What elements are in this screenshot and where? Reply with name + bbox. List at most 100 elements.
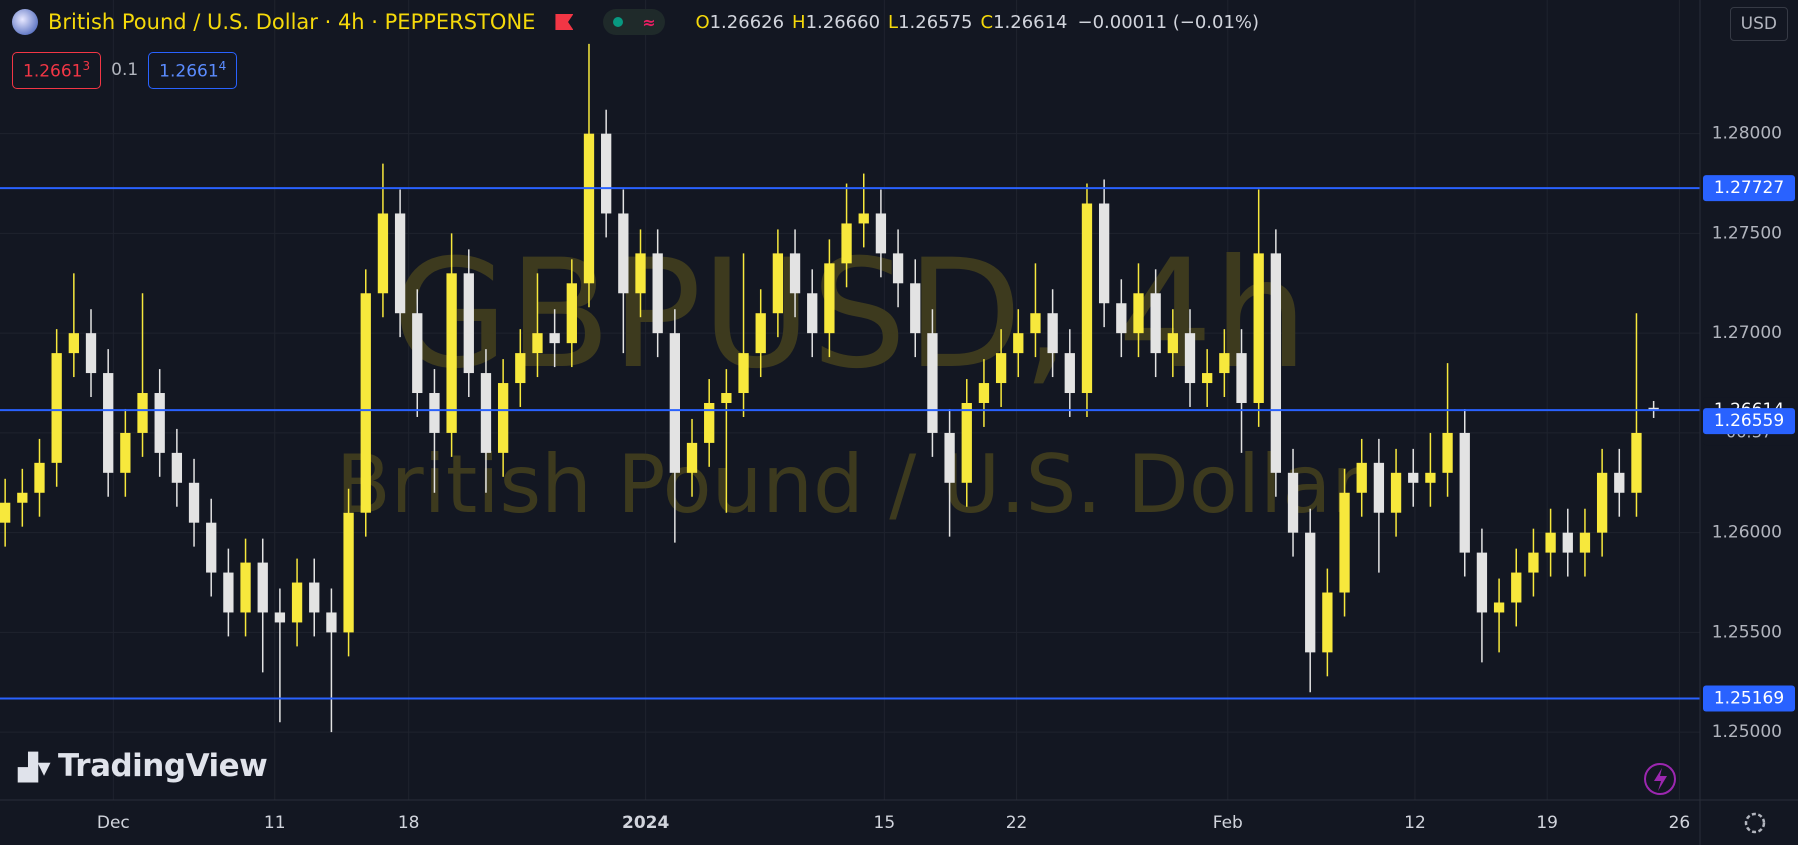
flag-icon[interactable] [555, 14, 574, 30]
candle-body [755, 313, 766, 354]
candle-body [1596, 472, 1608, 533]
candle-body [1253, 253, 1264, 403]
symbol-title[interactable]: British Pound / U.S. Dollar · 4h · PEPPE… [48, 10, 536, 34]
price-label: 1.25169 [1714, 688, 1784, 708]
ohlc-legend: O1.26626 H1.26660 L1.26575 C1.26614 [695, 12, 1067, 33]
ohlc-key: H [792, 11, 806, 33]
candle-body [841, 223, 852, 264]
candle-body [824, 263, 835, 334]
candle-body [1408, 472, 1419, 483]
y-tick-label: 1.25500 [1712, 622, 1782, 642]
y-tick-label: 1.25000 [1712, 722, 1782, 742]
candle-body [515, 353, 526, 384]
alert-bolt [1654, 768, 1667, 791]
candle-body [1047, 313, 1058, 354]
x-tick-label: 18 [398, 813, 420, 833]
buy-button[interactable]: 1.26614 [148, 52, 238, 89]
candle-body [360, 293, 371, 513]
y-tick-label: 1.27500 [1712, 223, 1782, 243]
ohlc-item: L1.26575 [888, 12, 972, 33]
candle-body [1167, 333, 1178, 354]
candle-body [137, 393, 148, 433]
candle-body [635, 253, 646, 294]
candle-body [1081, 203, 1093, 394]
ohlc-key: L [888, 11, 899, 33]
candle-body [686, 442, 698, 473]
candle-body [1442, 432, 1453, 473]
candle-body [103, 373, 114, 473]
candle-body [549, 333, 560, 344]
candle-body [1150, 293, 1161, 354]
candle-body [1219, 353, 1230, 374]
candle-body [497, 383, 509, 453]
candle-body [704, 402, 715, 443]
candle-body [1579, 532, 1591, 553]
change: −0.00011 (−0.01%) [1077, 11, 1260, 33]
candle-body [154, 393, 165, 453]
candle-body [326, 612, 337, 633]
trade-bar: 1.26613 0.1 1.26614 [12, 52, 238, 89]
x-tick-label: Feb [1213, 813, 1243, 833]
candle-body [463, 273, 474, 374]
watermark-subtitle: British Pound / U.S. Dollar [336, 438, 1364, 531]
candle-body [807, 293, 818, 334]
candle-body [1356, 462, 1367, 493]
candle-body [772, 253, 784, 314]
x-tick-label: 15 [874, 813, 896, 833]
ohlc-item: O1.26626 [695, 12, 784, 33]
x-tick-label: 22 [1006, 813, 1028, 833]
candle-body [1511, 572, 1522, 603]
candle-body [789, 253, 801, 294]
candle-body [291, 582, 303, 623]
currency-button[interactable]: USD [1729, 7, 1788, 41]
candle-body [377, 213, 389, 294]
candle-body [566, 283, 577, 344]
candle-body [446, 273, 457, 433]
candle-body [0, 502, 11, 523]
candle-body [1098, 203, 1110, 304]
candle-body [583, 133, 595, 284]
ask-price: 1.2661 [159, 61, 219, 82]
candle-body [1184, 333, 1196, 384]
logo-text: TradingView [58, 748, 268, 784]
candle-body [1030, 313, 1041, 334]
candle-body [961, 402, 972, 483]
candle-body [995, 353, 1007, 384]
y-tick-label: 1.26000 [1712, 523, 1782, 543]
symbol-icon [12, 9, 38, 35]
bid-price: 1.2661 [23, 61, 83, 82]
candle-body [1305, 532, 1316, 653]
candle-body [858, 213, 869, 224]
candle-body [206, 522, 217, 573]
candle-body [429, 393, 440, 433]
candle-body [17, 492, 28, 503]
price-label: 1.26559 [1714, 411, 1784, 431]
candle-body [1459, 432, 1470, 553]
settings-icon[interactable] [1744, 812, 1766, 834]
candle-body [1322, 592, 1333, 653]
bid-pip: 3 [82, 59, 91, 73]
candle-body [652, 253, 663, 334]
ask-pip: 4 [218, 59, 227, 73]
price-label-box [1703, 408, 1795, 435]
candle-body [1202, 373, 1213, 384]
candle-body [1425, 472, 1436, 483]
price-label-box [1703, 685, 1795, 712]
candle-body [188, 482, 200, 523]
alert-icon[interactable] [1644, 763, 1676, 795]
candle-body [394, 213, 406, 314]
candle-body [944, 432, 955, 483]
candle-body [85, 333, 97, 374]
candle-body [875, 213, 887, 254]
candle-body [223, 572, 234, 613]
ohlc-item: H1.26660 [792, 12, 880, 33]
candle-body [1013, 333, 1024, 354]
candle-body [1476, 552, 1488, 613]
sell-button[interactable]: 1.26613 [12, 52, 102, 89]
candle-body [68, 333, 79, 354]
candle-body [1648, 407, 1659, 411]
x-tick-label: 2024 [622, 813, 669, 833]
candle-body [1390, 472, 1402, 513]
market-status[interactable]: ≈ [603, 9, 666, 35]
